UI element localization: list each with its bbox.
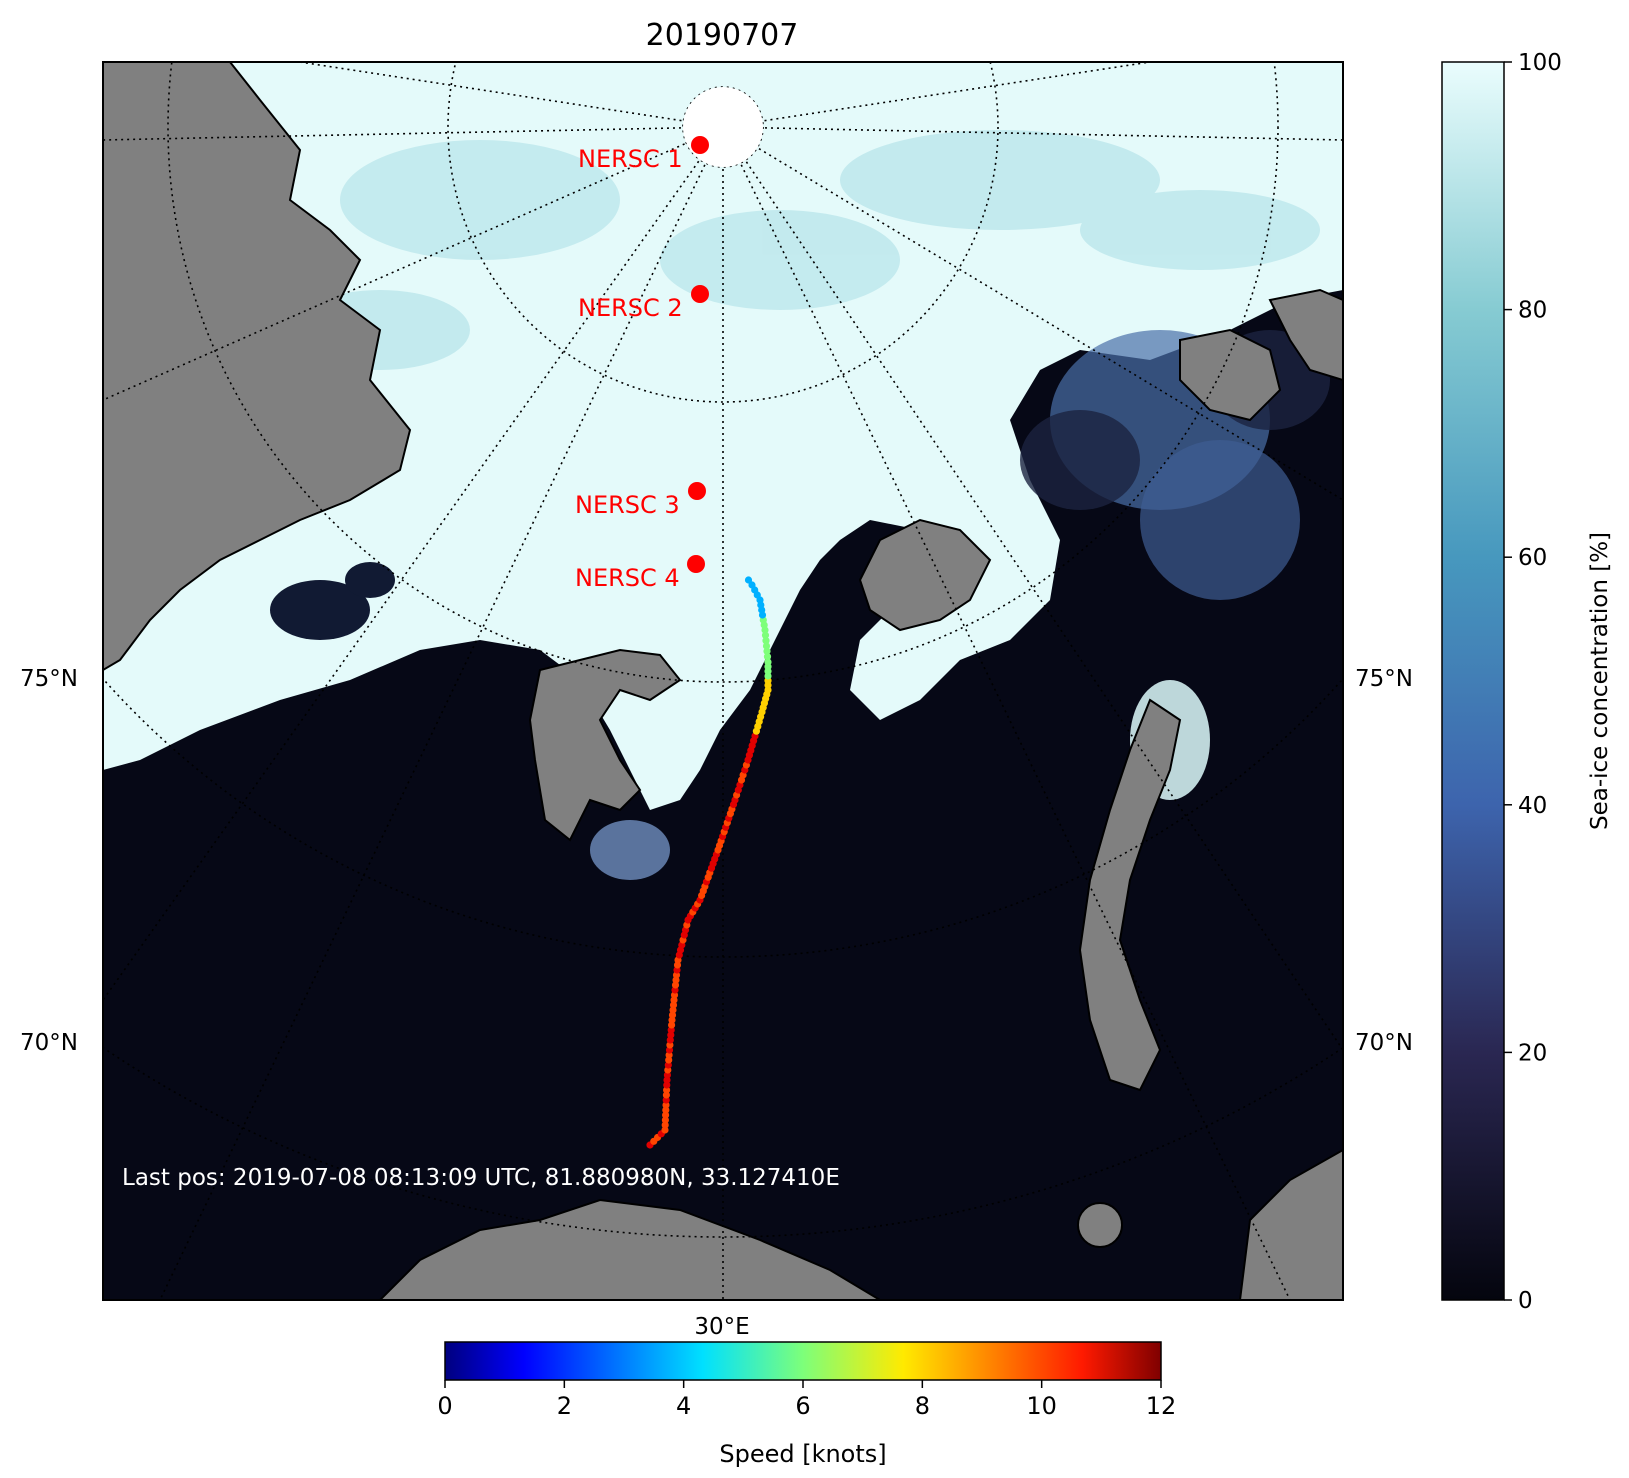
lon-label-30e: 30°E [694,1314,749,1340]
kolguev-island [1078,1203,1122,1247]
speed-colorbar-tick-label: 10 [1026,1392,1057,1420]
speed-colorbar-tick-label: 8 [915,1392,930,1420]
speed-colorbar-label: Speed [knots] [719,1440,886,1468]
station-marker-1 [691,136,709,154]
speed-colorbar-tick-label: 6 [795,1392,810,1420]
station-label-2: NERSC 2 [578,294,683,322]
track-point [745,576,752,583]
station-marker-2 [691,285,709,303]
lat-label-right-70: 70°N [1355,1030,1413,1056]
speed-colorbar-tick-label: 4 [676,1392,691,1420]
ice-colorbar-tick-label: 20 [1518,1040,1547,1066]
ice-colorbar: 0 20 40 60 80 100 Sea-ice concentration [%] [1442,50,1613,1314]
map-panel: NERSC 1 NERSC 2 NERSC 3 NERSC 4 Last pos… [0,0,1629,1300]
ice-colorbar-tick-label: 100 [1518,50,1562,76]
lat-label-left-70: 70°N [20,1030,78,1056]
ice-colorbar-tick-label: 80 [1518,298,1547,324]
pole-hole [683,87,763,167]
speed-colorbar: 0 2 4 6 8 10 12 Speed [knots] [437,1342,1176,1468]
lat-label-left-75: 75°N [20,666,78,692]
last-position-text: Last pos: 2019-07-08 08:13:09 UTC, 81.88… [122,1165,840,1191]
lat-label-right-75: 75°N [1355,666,1413,692]
speed-colorbar-tick-label: 12 [1146,1392,1177,1420]
ice-colorbar-tick-label: 60 [1518,545,1547,571]
map-title: 20190707 [646,18,799,53]
station-marker-4 [687,555,705,573]
ice-colorbar-tick-label: 0 [1518,1288,1533,1314]
speed-colorbar-tick-label: 0 [437,1392,452,1420]
ice-colorbar-label: Sea-ice concentration [%] [1587,532,1613,830]
ice-colorbar-gradient [1442,62,1504,1300]
station-marker-3 [688,482,706,500]
station-label-4: NERSC 4 [575,564,680,592]
speed-colorbar-gradient [445,1342,1161,1380]
speed-colorbar-tick-label: 2 [557,1392,572,1420]
station-label-1: NERSC 1 [578,145,683,173]
station-label-3: NERSC 3 [575,491,680,519]
ice-colorbar-tick-label: 40 [1518,793,1547,819]
